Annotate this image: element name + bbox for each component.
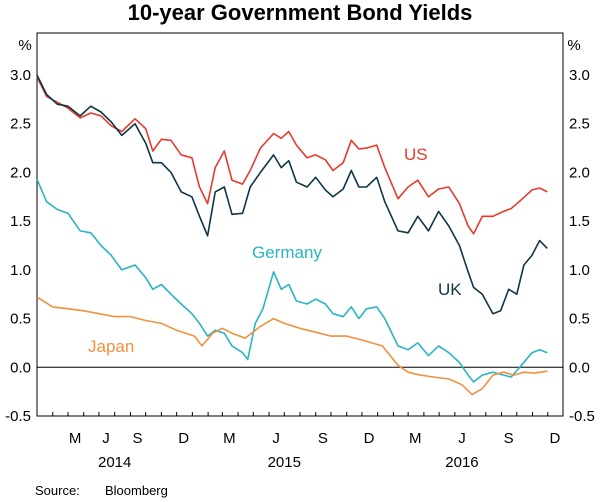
series-line-japan: [36, 296, 548, 396]
chart-title: 10-year Government Bond Yields: [128, 0, 473, 25]
series-line-us: [36, 76, 548, 235]
x-tick-month: S: [318, 430, 328, 447]
x-tick-month: D: [549, 430, 560, 447]
x-tick-month: M: [409, 430, 422, 447]
x-tick-year: 2016: [445, 454, 478, 471]
axis-labels: 3.0 3.0 2.5 2.5 2.0 2.0 1.5 1.5 1.0 1.0 0.5 0.5 0.0 0…: [5, 67, 595, 471]
y-unit-right: %: [567, 37, 580, 54]
x-tick-month: S: [504, 430, 514, 447]
series-label-germany: Germany: [252, 243, 322, 262]
y-tick-left: 1.5: [10, 213, 31, 230]
source-value: Bloomberg: [105, 483, 168, 498]
series-labels: US UK Germany Japan: [88, 145, 462, 356]
y-tick-right: -0.5: [569, 408, 595, 425]
source-label: Source:: [35, 483, 80, 498]
x-tick-year: 2014: [98, 454, 131, 471]
x-tick-month: M: [223, 430, 236, 447]
y-tick-left: 1.0: [10, 262, 31, 279]
series-label-japan: Japan: [88, 337, 134, 356]
y-tick-right: 3.0: [569, 67, 590, 84]
x-tick-month: D: [178, 430, 189, 447]
y-tick-right: 1.0: [569, 262, 590, 279]
series-label-uk: UK: [438, 280, 462, 299]
y-tick-left: 0.5: [10, 311, 31, 328]
series-lines: [36, 74, 548, 396]
x-tick-month: D: [364, 430, 375, 447]
y-tick-right: 0.5: [569, 311, 590, 328]
plot-frame: [36, 32, 564, 417]
y-tick-left: 0.0: [10, 359, 31, 376]
y-tick-right: 1.5: [569, 213, 590, 230]
x-tick-month: J: [102, 430, 110, 447]
y-tick-right: 2.0: [569, 164, 590, 181]
y-tick-left: -0.5: [5, 408, 31, 425]
y-tick-left: 2.0: [10, 164, 31, 181]
series-line-germany: [36, 178, 548, 383]
series-line-uk: [36, 74, 548, 315]
y-tick-left: 2.5: [10, 116, 31, 133]
x-tick-year: 2015: [268, 454, 301, 471]
y-tick-right: 0.0: [569, 359, 590, 376]
x-tick-month: S: [133, 430, 143, 447]
series-label-us: US: [404, 145, 428, 164]
x-tick-month: M: [69, 430, 82, 447]
x-tick-month: J: [458, 430, 466, 447]
x-tick-month: J: [272, 430, 280, 447]
plot-area: [36, 32, 564, 417]
y-tick-right: 2.5: [569, 116, 590, 133]
y-unit-left: %: [18, 37, 31, 54]
y-tick-left: 3.0: [10, 67, 31, 84]
